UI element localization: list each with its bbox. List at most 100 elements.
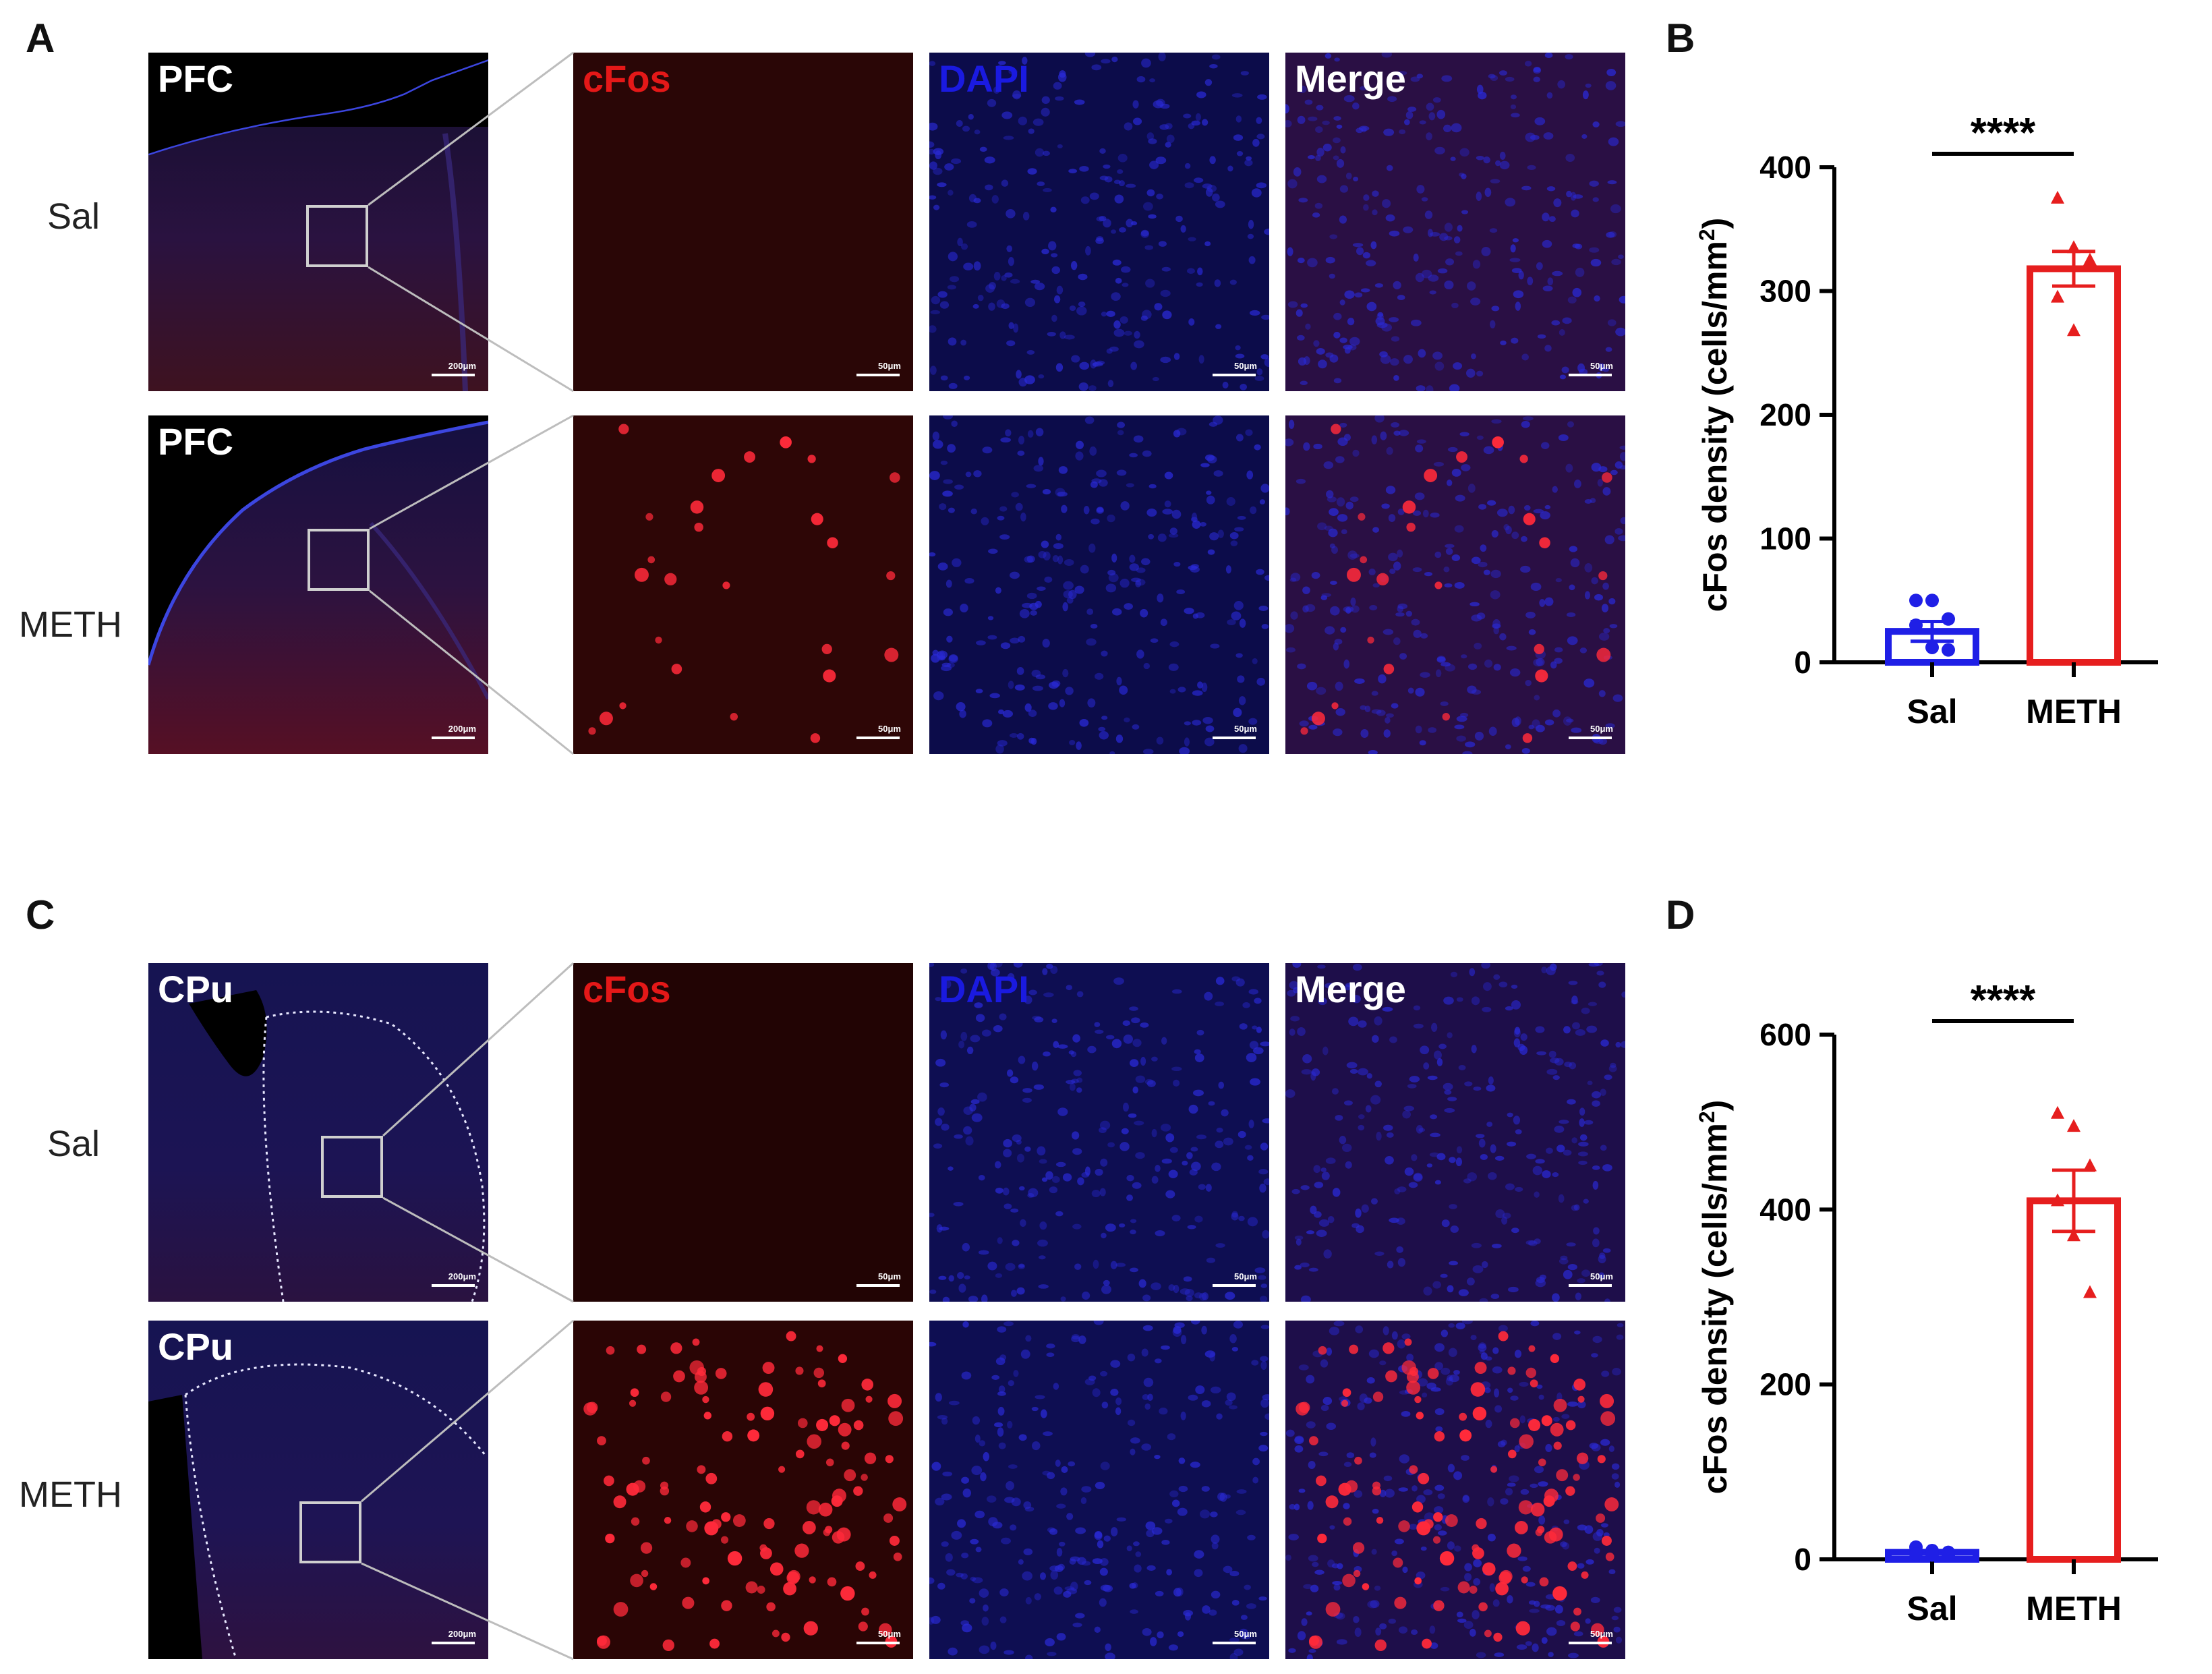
- cfos-punctum: [861, 1607, 869, 1616]
- nucleus: [1312, 212, 1320, 218]
- nucleus: [966, 1046, 974, 1055]
- nucleus: [1084, 1580, 1092, 1586]
- nucleus: [1146, 132, 1155, 140]
- y-tick-label: 400: [1759, 150, 1811, 185]
- cfos-punctum: [838, 1354, 848, 1363]
- scalebar-label: 50μm: [1234, 724, 1257, 734]
- nucleus: [1500, 1498, 1509, 1505]
- nucleus: [1022, 602, 1032, 608]
- cfos-punctum: [1476, 1518, 1487, 1530]
- nucleus: [1573, 1204, 1580, 1211]
- nucleus: [1434, 551, 1442, 558]
- nucleus: [1052, 554, 1059, 562]
- nucleus: [1048, 702, 1058, 710]
- nucleus: [1138, 1279, 1146, 1288]
- nucleus: [1235, 978, 1245, 987]
- nucleus: [1570, 558, 1580, 568]
- x-tick-label: Sal: [1907, 693, 1957, 730]
- nucleus: [1111, 292, 1121, 301]
- nucleus: [997, 1427, 1004, 1437]
- nucleus: [1016, 370, 1022, 379]
- nucleus: [950, 276, 960, 283]
- scalebar-label: 50μm: [1234, 1271, 1257, 1281]
- nucleus: [1010, 1076, 1019, 1084]
- nucleus: [1191, 513, 1198, 522]
- nucleus: [1159, 1408, 1168, 1415]
- nucleus: [1082, 1291, 1090, 1300]
- cfos-punctum: [883, 1513, 894, 1523]
- nucleus: [1258, 1445, 1269, 1452]
- nucleus: [1488, 726, 1497, 737]
- cfos-punctum: [635, 567, 649, 582]
- nucleus: [1583, 1120, 1594, 1125]
- cfos-punctum: [1544, 1489, 1559, 1503]
- nucleus: [1491, 419, 1502, 424]
- nucleus: [1619, 445, 1625, 450]
- nucleus: [1509, 258, 1521, 262]
- nucleus: [1569, 1062, 1577, 1070]
- nucleus: [1612, 694, 1623, 702]
- nucleus: [1173, 1284, 1180, 1294]
- nucleus: [1129, 453, 1138, 458]
- nucleus: [1397, 1186, 1407, 1192]
- nucleus: [1164, 500, 1171, 508]
- cfos-punctum: [811, 513, 823, 525]
- nucleus: [1538, 1394, 1544, 1400]
- nucleus: [1187, 1225, 1196, 1230]
- nucleus: [970, 1538, 979, 1545]
- y-tick-label: 0: [1794, 1542, 1811, 1577]
- nucleus: [1470, 353, 1476, 359]
- nucleus: [1121, 1128, 1129, 1134]
- nucleus: [1369, 605, 1378, 610]
- channel-label-dapi: DAPI: [939, 968, 1029, 1010]
- nucleus: [1333, 642, 1339, 651]
- nucleus: [1459, 172, 1465, 177]
- nucleus: [1525, 611, 1536, 618]
- nucleus: [1464, 1563, 1472, 1571]
- nucleus: [968, 194, 977, 203]
- nucleus: [1476, 370, 1484, 377]
- nucleus: [1260, 1041, 1269, 1047]
- nucleus: [1563, 1026, 1571, 1034]
- nucleus: [941, 1123, 950, 1131]
- nucleus: [1028, 710, 1037, 717]
- nucleus: [1260, 484, 1269, 493]
- cfos-punctum: [703, 1412, 711, 1420]
- nucleus: [1363, 204, 1369, 211]
- nucleus: [1103, 1535, 1111, 1542]
- nucleus: [948, 252, 958, 262]
- nucleus: [1494, 1652, 1505, 1657]
- nucleus: [1371, 709, 1382, 714]
- nucleus: [1013, 963, 1023, 968]
- nucleus: [1129, 563, 1139, 571]
- nucleus: [1397, 508, 1405, 515]
- cfos-punctum: [1433, 1512, 1443, 1522]
- nucleus: [1589, 1443, 1599, 1449]
- nucleus: [1101, 716, 1108, 720]
- nucleus: [1142, 450, 1152, 457]
- nucleus: [964, 1275, 970, 1280]
- nucleus: [987, 963, 995, 971]
- nucleus: [1196, 282, 1203, 287]
- nucleus: [1434, 1484, 1445, 1491]
- nucleus: [1129, 554, 1136, 563]
- cfos-punctum: [1509, 1418, 1520, 1428]
- nucleus: [977, 1092, 987, 1102]
- nucleus: [942, 490, 953, 497]
- cfos-punctum: [1404, 1338, 1412, 1346]
- nucleus: [1057, 72, 1067, 82]
- nucleus: [1194, 1215, 1203, 1223]
- nucleus: [1581, 134, 1588, 139]
- nucleus: [1550, 1058, 1560, 1064]
- nucleus: [1088, 1375, 1097, 1381]
- panel-letter-b: B: [1666, 16, 1695, 61]
- cfos-punctum: [642, 1456, 650, 1465]
- nucleus: [1166, 134, 1175, 144]
- cfos-punctum: [1521, 1576, 1528, 1584]
- nucleus: [1017, 732, 1024, 740]
- nucleus: [1316, 1230, 1327, 1237]
- nucleus: [1152, 376, 1159, 382]
- nucleus: [1239, 618, 1246, 628]
- cfos-punctum: [1570, 1621, 1580, 1632]
- cfos-punctum: [673, 1370, 685, 1383]
